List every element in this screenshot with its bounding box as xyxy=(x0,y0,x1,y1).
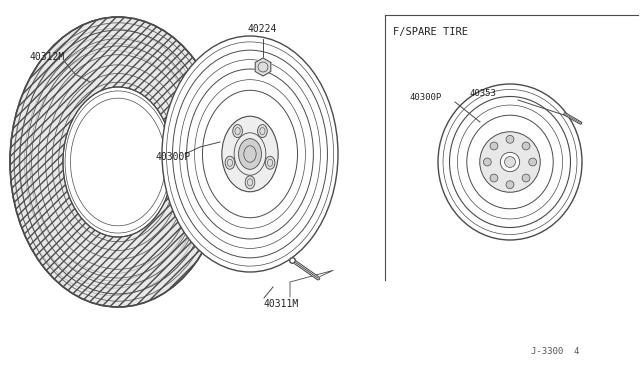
Ellipse shape xyxy=(233,125,243,138)
Ellipse shape xyxy=(10,17,226,307)
Ellipse shape xyxy=(480,132,540,192)
Text: 40311M: 40311M xyxy=(264,299,300,309)
Ellipse shape xyxy=(529,158,536,166)
Ellipse shape xyxy=(483,158,492,166)
Ellipse shape xyxy=(257,125,268,138)
Text: 40353: 40353 xyxy=(470,89,497,98)
Polygon shape xyxy=(255,58,271,76)
Ellipse shape xyxy=(438,84,582,240)
Ellipse shape xyxy=(490,174,498,182)
Text: 40300P: 40300P xyxy=(410,93,442,102)
Ellipse shape xyxy=(239,139,262,169)
Text: J-3300  4: J-3300 4 xyxy=(531,347,579,356)
Ellipse shape xyxy=(506,181,514,189)
Ellipse shape xyxy=(500,152,520,171)
Ellipse shape xyxy=(162,36,338,272)
Ellipse shape xyxy=(222,116,278,192)
Ellipse shape xyxy=(490,142,498,150)
Ellipse shape xyxy=(522,142,530,150)
Ellipse shape xyxy=(506,135,514,143)
Ellipse shape xyxy=(522,174,530,182)
Text: 40224: 40224 xyxy=(248,24,277,34)
Ellipse shape xyxy=(225,156,235,169)
Ellipse shape xyxy=(245,176,255,189)
Text: F/SPARE TIRE: F/SPARE TIRE xyxy=(393,27,468,37)
Ellipse shape xyxy=(504,157,515,167)
Ellipse shape xyxy=(63,87,173,237)
Text: 40300P: 40300P xyxy=(155,152,190,162)
Ellipse shape xyxy=(10,17,226,307)
Ellipse shape xyxy=(265,156,275,169)
Text: 40312M: 40312M xyxy=(30,52,65,62)
